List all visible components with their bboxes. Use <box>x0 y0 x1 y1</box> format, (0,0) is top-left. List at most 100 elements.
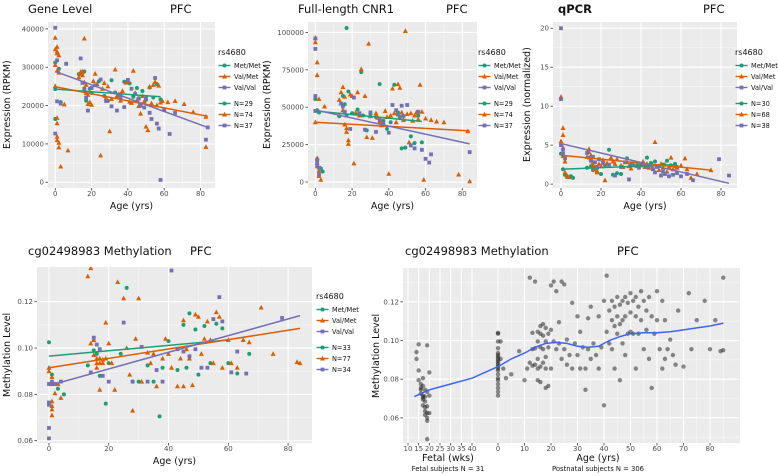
plot-background <box>48 22 215 188</box>
svg-text:30: 30 <box>446 445 455 453</box>
svg-text:40: 40 <box>637 190 646 198</box>
legend: rs4680 Met/Met Val/Met Val/Val N=33 N=77 N=34 <box>316 292 359 376</box>
svg-text:15: 15 <box>414 445 423 453</box>
svg-text:20: 20 <box>104 445 113 453</box>
legend-label: Val/Met <box>234 72 259 81</box>
legend-item-n-37: N=37 <box>478 121 521 130</box>
svg-text:20: 20 <box>425 445 434 453</box>
svg-text:40: 40 <box>164 445 173 453</box>
svg-text:10000: 10000 <box>22 140 44 148</box>
trend-line-val-val <box>315 109 470 145</box>
svg-text:35: 35 <box>457 445 466 453</box>
panel-title: cg02498983 Methylation <box>28 244 172 258</box>
legend-label: Met/Met <box>234 61 261 70</box>
legend-label: Met/Met <box>494 61 521 70</box>
points-subjects <box>414 273 726 442</box>
major-grid <box>553 22 737 188</box>
legend-item-n-37: N=37 <box>218 121 261 130</box>
legend-item-n-29: N=29 <box>218 99 261 108</box>
svg-text:30000: 30000 <box>22 64 44 72</box>
legend-item-n-68: N=68 <box>735 110 778 119</box>
legend-title: rs4680 <box>735 48 763 57</box>
legend-key-circle-icon <box>218 101 231 106</box>
fetal-axis-label: Fetal (wks) <box>422 453 474 464</box>
loess-line <box>414 322 724 398</box>
legend: rs4680 Met/Met Val/Met Val/Val N=29 N=74 N=37 <box>478 48 521 132</box>
svg-text:80: 80 <box>706 445 715 453</box>
svg-text:30: 30 <box>573 445 582 453</box>
legend-key-circle-icon <box>316 345 329 350</box>
legend-label: Val/Val <box>751 83 773 92</box>
legend-label: Val/Val <box>332 327 354 336</box>
svg-text:0.12: 0.12 <box>17 298 33 306</box>
svg-text:0: 0 <box>313 190 317 198</box>
legend-title: rs4680 <box>316 292 344 301</box>
legend-key-circle-icon <box>735 63 748 68</box>
svg-text:20: 20 <box>597 190 606 198</box>
scatter-plot: 0 20 40 60 80 0 5 10 15 20 <box>540 22 737 198</box>
legend-key-circle-icon <box>478 63 491 68</box>
svg-text:20: 20 <box>540 25 549 33</box>
axis-ticks <box>550 27 722 191</box>
region-label: PFC <box>170 2 192 16</box>
panel-full-length-cnr1: Full-length CNR1 PFC Expression (RPKM) 0… <box>260 0 521 232</box>
svg-text:0.08: 0.08 <box>383 376 399 384</box>
svg-text:80: 80 <box>284 445 293 453</box>
legend-label: N=33 <box>332 343 351 352</box>
svg-text:20: 20 <box>348 190 357 198</box>
trend-line-val-met <box>48 327 301 369</box>
svg-text:80: 80 <box>458 190 467 198</box>
legend-item-n-38: N=38 <box>735 121 778 130</box>
svg-text:50: 50 <box>626 445 635 453</box>
legend-item-val-met: Val/Met <box>478 72 521 81</box>
legend-key-circle-icon <box>735 101 748 106</box>
svg-text:0: 0 <box>300 179 304 187</box>
svg-text:80: 80 <box>196 190 205 198</box>
legend-key-triangle-icon <box>478 111 491 117</box>
trend-line-val-met <box>560 154 712 171</box>
axis-ticks <box>305 32 463 191</box>
legend-key-square-icon <box>218 123 231 128</box>
scatter-plot: 10 15 20 25 30 35 40 0 10 20 30 40 50 60 70 800.060.080… <box>383 268 740 453</box>
svg-text:60: 60 <box>677 190 686 198</box>
y-axis-label: Methylation Level <box>2 312 13 398</box>
region-label: PFC <box>446 2 468 16</box>
x-axis-label: Age (yrs) <box>109 201 154 212</box>
svg-text:60: 60 <box>653 445 662 453</box>
x-axis-label: Age (yrs) <box>152 456 197 467</box>
legend-label: Val/Met <box>332 316 357 325</box>
legend-item-n-74: N=74 <box>218 110 261 119</box>
trend-line-val-val <box>48 314 301 387</box>
trend-line-val-val <box>560 142 730 185</box>
svg-text:10: 10 <box>404 445 413 453</box>
points-val-val <box>313 36 472 177</box>
scatter-plot: 0 20 40 60 80 0.06 0.08 0.10 0.12 <box>17 267 312 453</box>
axis-ticks <box>400 301 711 446</box>
legend-item-n-34: N=34 <box>316 365 359 374</box>
legend-item-n-74: N=74 <box>478 110 521 119</box>
svg-text:0: 0 <box>47 445 51 453</box>
legend-item-met-met: Met/Met <box>478 61 521 70</box>
legend-item-n-77: N=77 <box>316 354 359 363</box>
legend-item-val-val: Val/Val <box>316 327 359 336</box>
svg-text:0: 0 <box>559 190 563 198</box>
scatter-plot: 0 20 40 60 80 0 25000 50000 75000 100000 <box>277 22 477 198</box>
panel-title: Full-length CNR1 <box>298 2 395 16</box>
points-val-val <box>53 25 210 182</box>
legend-label: N=34 <box>332 365 351 374</box>
svg-text:40: 40 <box>600 445 609 453</box>
fetal-caption: Fetal subjects N = 31 <box>411 465 485 473</box>
axis-ticks <box>45 28 201 191</box>
legend-label: Met/Met <box>332 305 359 314</box>
legend-label: N=77 <box>332 354 351 363</box>
svg-text:50000: 50000 <box>282 104 304 112</box>
svg-text:20: 20 <box>87 190 96 198</box>
scatter-plot: 0 20 40 60 80 0 10000 20000 30000 40000 <box>22 22 215 198</box>
svg-text:60: 60 <box>160 190 169 198</box>
legend-key-circle-icon <box>316 307 329 312</box>
svg-text:10: 10 <box>520 445 529 453</box>
legend-item-n-29: N=29 <box>478 99 521 108</box>
svg-text:100000: 100000 <box>277 29 304 37</box>
y-axis-label: Expression (RPKM) <box>262 60 273 150</box>
